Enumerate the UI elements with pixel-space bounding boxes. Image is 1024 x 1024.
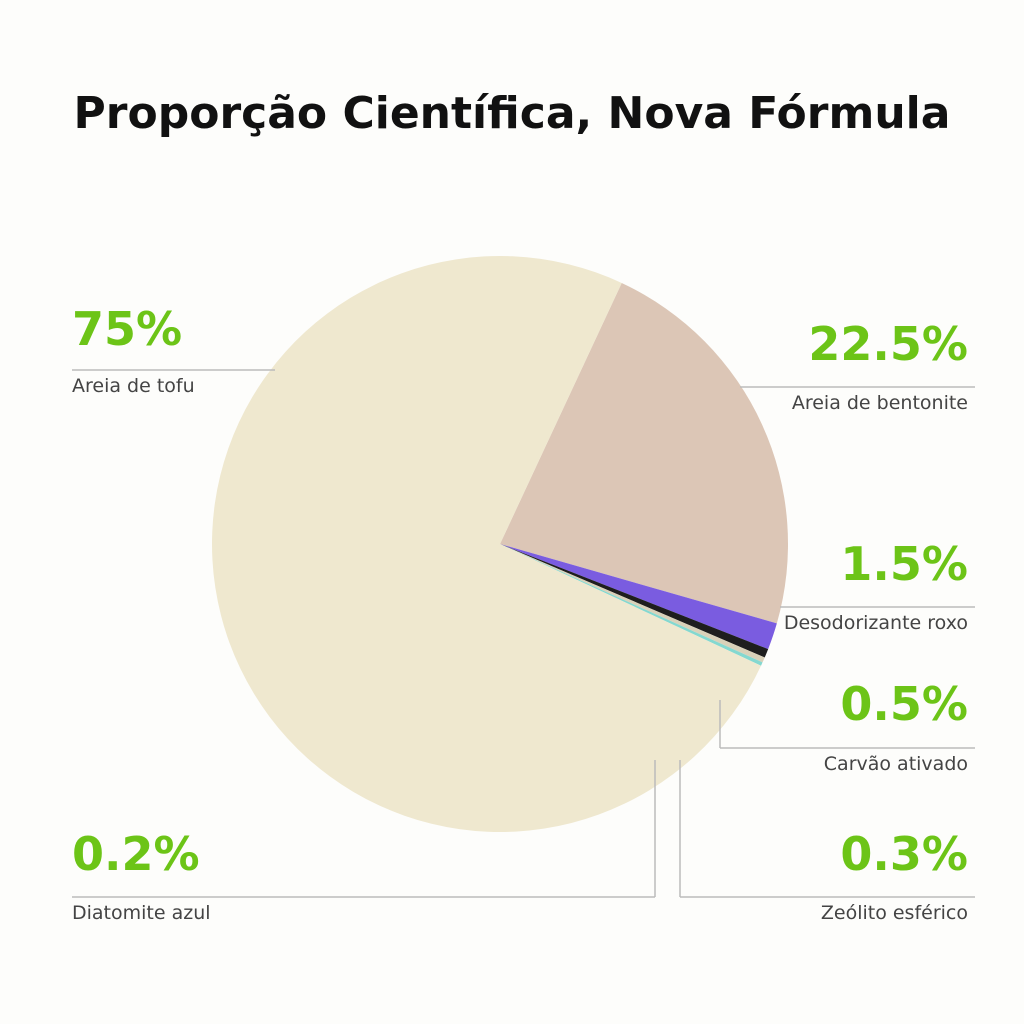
- pie-slice: [500, 282, 789, 624]
- value-label: 22.5%: [808, 317, 968, 371]
- category-label: Desodorizante roxo: [784, 612, 968, 634]
- value-label: 1.5%: [840, 537, 968, 591]
- pie-slice: [500, 544, 763, 666]
- pie-slice: [500, 544, 777, 650]
- value-label: 0.3%: [840, 827, 968, 881]
- category-label: Areia de tofu: [72, 375, 195, 397]
- pie-slice: [500, 544, 765, 663]
- value-label: 0.2%: [72, 827, 200, 881]
- category-label: Zeólito esférico: [821, 902, 968, 924]
- value-label: 0.5%: [840, 677, 968, 731]
- chart-title: Proporção Científica, Nova Fórmula: [74, 88, 951, 139]
- category-label: Carvão ativado: [824, 753, 968, 775]
- pie-slice: [500, 544, 769, 658]
- pie-slice: [212, 256, 762, 832]
- category-label: Diatomite azul: [72, 902, 211, 924]
- category-label: Areia de bentonite: [792, 392, 968, 414]
- value-label: 75%: [72, 302, 182, 356]
